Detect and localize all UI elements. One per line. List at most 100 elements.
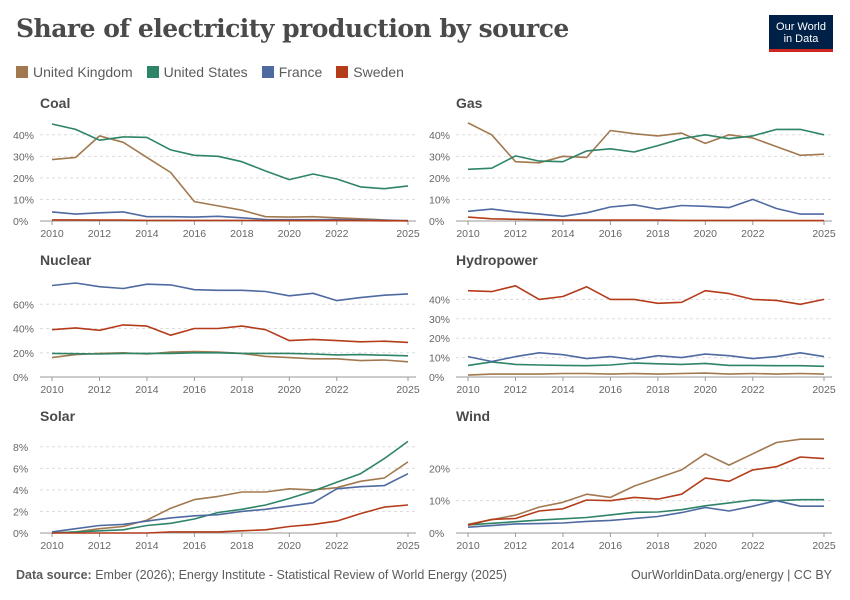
series-line-france[interactable] <box>467 351 825 363</box>
panel-title: Solar <box>40 408 76 424</box>
series-line-france[interactable] <box>51 211 409 222</box>
series-line-sweden[interactable] <box>52 504 409 534</box>
x-tick-label: 2018 <box>646 540 670 552</box>
source-text: Ember (2026); Energy Institute - Statist… <box>95 568 507 582</box>
y-tick-label: 0% <box>13 216 28 228</box>
x-tick-label: 2010 <box>456 540 480 552</box>
x-tick-label: 2020 <box>694 384 718 396</box>
x-tick-label: 2012 <box>88 540 112 552</box>
panel-title: Wind <box>456 408 490 424</box>
logo-line-1: Our World <box>776 21 826 33</box>
x-tick-label: 2010 <box>456 384 480 396</box>
series-line-united-kingdom[interactable] <box>51 461 409 534</box>
y-tick-label: 20% <box>13 348 34 360</box>
chart-panel-solar: Solar 0% 2% 4% 6% 8% 2010 2012 2014 2016 2018 2020 2… <box>13 408 420 552</box>
series-line-france[interactable] <box>467 499 824 528</box>
legend: United Kingdom United States France Swed… <box>16 64 404 80</box>
y-tick-label: 2% <box>13 506 28 518</box>
series-line-sweden[interactable] <box>467 216 824 222</box>
x-tick-label: 2022 <box>741 540 765 552</box>
legend-item-france[interactable]: France <box>261 64 322 80</box>
series-line-united-states[interactable] <box>467 128 825 171</box>
y-tick-label: 40% <box>429 130 450 142</box>
x-tick-label: 2016 <box>183 540 207 552</box>
y-tick-label: 30% <box>429 314 450 326</box>
y-tick-label: 0% <box>429 528 444 540</box>
y-tick-label: 60% <box>13 299 34 311</box>
series-line-united-kingdom[interactable] <box>51 135 409 222</box>
y-tick-label: 40% <box>13 324 34 336</box>
series-line-united-states[interactable] <box>51 123 409 190</box>
y-tick-label: 8% <box>13 442 28 454</box>
series-line-united-states[interactable] <box>467 361 825 368</box>
owid-logo[interactable]: Our World in Data <box>769 15 833 52</box>
series-line-sweden[interactable] <box>467 284 825 306</box>
legend-label-uk: United Kingdom <box>33 64 133 80</box>
y-tick-label: 0% <box>13 372 28 384</box>
x-tick-label: 2020 <box>694 540 718 552</box>
x-tick-label: 2014 <box>135 228 159 240</box>
x-tick-label: 2022 <box>741 384 765 396</box>
series-line-france[interactable] <box>51 472 409 533</box>
x-tick-label: 2025 <box>812 228 836 240</box>
chart-panel-gas: Gas 0% 10% 20% 30% 40% 2010 2012 2014 2016 2018 202… <box>429 95 836 240</box>
panel-title: Nuclear <box>40 252 92 268</box>
y-tick-label: 6% <box>13 463 28 475</box>
series-line-france[interactable] <box>51 282 409 302</box>
x-tick-label: 2012 <box>88 228 112 240</box>
x-tick-label: 2012 <box>88 384 112 396</box>
legend-item-uk[interactable]: United Kingdom <box>16 64 133 80</box>
x-tick-label: 2025 <box>396 540 420 552</box>
y-tick-label: 20% <box>13 173 34 185</box>
x-tick-label: 2022 <box>325 540 349 552</box>
x-tick-label: 2020 <box>278 540 302 552</box>
x-tick-label: 2025 <box>812 384 836 396</box>
series-line-united-states[interactable] <box>467 498 824 526</box>
chart-panel-nuclear: Nuclear 0% 20% 40% 60% 2010 2012 2014 2016 2018 20… <box>13 252 420 396</box>
y-tick-label: 20% <box>429 333 450 345</box>
source-label: Data source: <box>16 568 92 582</box>
x-tick-label: 2025 <box>812 540 836 552</box>
series-line-sweden[interactable] <box>467 456 825 526</box>
legend-label-sweden: Sweden <box>353 64 404 80</box>
x-tick-label: 2022 <box>741 228 765 240</box>
y-tick-label: 20% <box>429 463 450 475</box>
legend-label-us: United States <box>163 64 248 80</box>
legend-item-us[interactable]: United States <box>146 64 248 80</box>
footer-link[interactable]: OurWorldinData.org/energy | CC BY <box>630 568 832 582</box>
series-line-united-states[interactable] <box>51 351 409 357</box>
x-tick-label: 2025 <box>396 228 420 240</box>
x-tick-label: 2016 <box>183 228 207 240</box>
x-tick-label: 2025 <box>396 384 420 396</box>
x-tick-label: 2012 <box>504 384 528 396</box>
y-tick-label: 0% <box>429 216 444 228</box>
x-tick-label: 2010 <box>40 384 64 396</box>
series-line-sweden[interactable] <box>52 219 408 222</box>
series-line-united-states[interactable] <box>51 440 409 534</box>
x-tick-label: 2020 <box>694 228 718 240</box>
x-tick-label: 2022 <box>325 228 349 240</box>
x-tick-label: 2020 <box>278 384 302 396</box>
x-tick-label: 2018 <box>230 228 254 240</box>
y-tick-label: 30% <box>429 151 450 163</box>
legend-item-sweden[interactable]: Sweden <box>336 64 404 80</box>
page-title: Share of electricity production by sourc… <box>16 14 569 43</box>
series-line-sweden[interactable] <box>51 324 409 344</box>
x-tick-label: 2018 <box>230 540 254 552</box>
y-tick-label: 30% <box>13 151 34 163</box>
chart-panel-coal: Coal 0% 10% 20% 30% 40% 2010 2012 2014 2016 2018 20… <box>13 95 420 240</box>
x-tick-label: 2014 <box>551 540 575 552</box>
legend-swatch-france <box>261 66 274 78</box>
x-tick-label: 2018 <box>646 228 670 240</box>
series-line-united-kingdom[interactable] <box>467 372 825 376</box>
x-tick-label: 2012 <box>504 540 528 552</box>
x-tick-label: 2014 <box>135 384 159 396</box>
x-tick-label: 2012 <box>504 228 528 240</box>
y-tick-label: 4% <box>13 485 28 497</box>
y-tick-label: 20% <box>429 173 450 185</box>
series-line-united-kingdom[interactable] <box>467 122 825 164</box>
x-tick-label: 2014 <box>551 384 575 396</box>
series-line-france[interactable] <box>467 198 824 218</box>
series-line-united-kingdom[interactable] <box>467 438 824 526</box>
